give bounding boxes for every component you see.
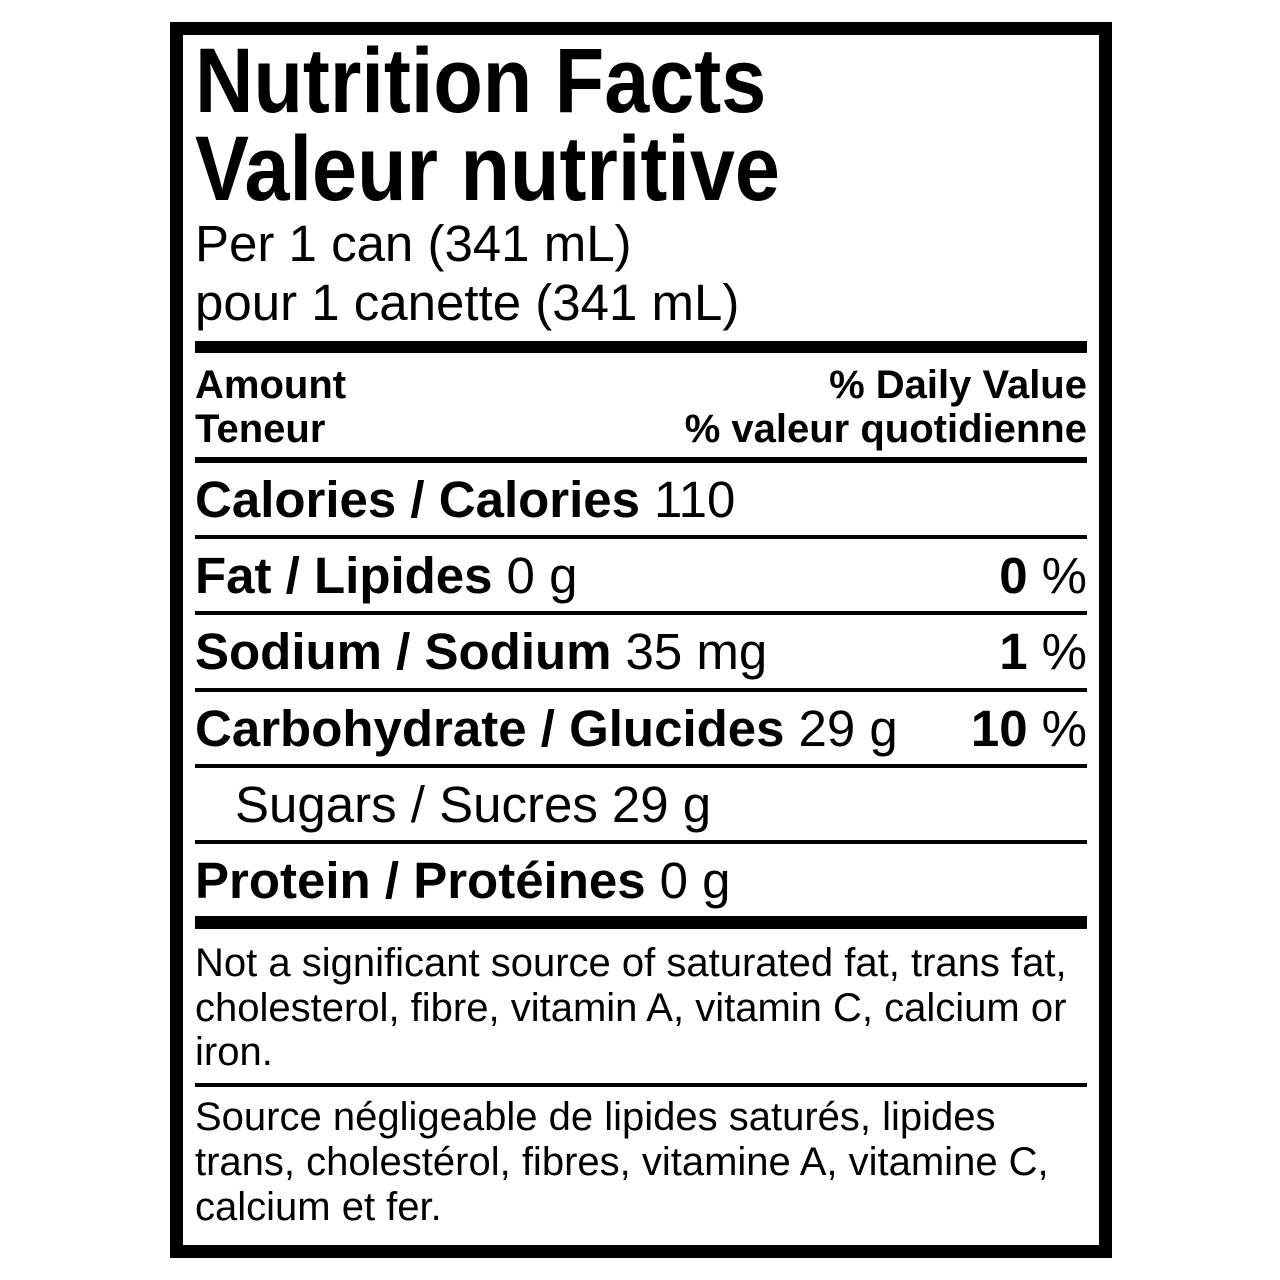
sodium-daily-value: 1%	[999, 624, 1087, 680]
title-english: Nutrition Facts	[195, 35, 1087, 127]
carbohydrate-left: Carbohydrate / Glucides 29 g	[195, 699, 898, 757]
fat-name: Fat / Lipides	[195, 547, 493, 605]
sodium-dv-number: 1	[999, 623, 1028, 681]
carbohydrate-daily-value: 10%	[970, 699, 1087, 757]
calories-name: Calories / Calories	[195, 471, 641, 529]
calories-left: Calories / Calories 110	[195, 472, 735, 528]
protein-left: Protein / Protéines 0 g	[195, 851, 731, 909]
separator-after-sugars	[195, 839, 1087, 844]
thick-separator-bottom	[195, 915, 1087, 929]
title-english-text: Nutrition Facts	[195, 30, 767, 132]
footnote-french: Source négligeable de lipides saturés, l…	[195, 1095, 1049, 1229]
column-header-line-french: Teneur % valeur quotidienne	[195, 407, 1087, 451]
separator-after-fat	[195, 611, 1087, 616]
footnote-english: Not a significant source of saturated fa…	[195, 940, 1067, 1075]
calories-row: Calories / Calories 110	[195, 463, 1087, 535]
sugars-name: Sugars / Sucres	[235, 775, 598, 833]
carbohydrate-name: Carbohydrate / Glucides	[195, 699, 785, 757]
medium-separator-header	[195, 457, 1087, 464]
separator-after-carbohydrate	[195, 763, 1087, 768]
column-header-block: Amount % Daily Value Teneur % valeur quo…	[195, 353, 1087, 457]
sodium-row: Sodium / Sodium 35 mg 1%	[195, 615, 1087, 687]
separator-after-calories	[195, 535, 1087, 540]
fat-dv-number: 0	[999, 547, 1028, 605]
sodium-amount: 35 mg	[625, 623, 768, 681]
fat-left: Fat / Lipides 0 g	[195, 548, 577, 604]
protein-amount: 0 g	[659, 851, 731, 909]
sugars-amount: 29 g	[611, 775, 712, 833]
thick-separator-top	[195, 341, 1087, 354]
carbohydrate-row: Carbohydrate / Glucides 29 g 10%	[195, 692, 1087, 764]
amount-header-french: Teneur	[195, 407, 326, 452]
carbohydrate-amount: 29 g	[798, 699, 898, 757]
daily-value-header-english: % Daily Value	[829, 363, 1087, 408]
fat-percent-sign: %	[1041, 547, 1087, 605]
nutrition-facts-label: Nutrition Facts Valeur nutritive Per 1 c…	[170, 22, 1112, 1258]
sodium-name: Sodium / Sodium	[195, 623, 612, 681]
title-french-text: Valeur nutritive	[195, 118, 780, 220]
carbohydrate-percent-sign: %	[1041, 699, 1087, 757]
carbohydrate-dv-number: 10	[970, 699, 1028, 757]
separator-after-sodium	[195, 687, 1087, 692]
column-header-line-english: Amount % Daily Value	[195, 363, 1087, 407]
fat-daily-value: 0%	[999, 548, 1087, 604]
serving-size-french: pour 1 canette (341 mL)	[195, 273, 740, 331]
sugars-left: Sugars / Sucres 29 g	[235, 775, 712, 833]
fat-row: Fat / Lipides 0 g 0%	[195, 539, 1087, 611]
protein-name: Protein / Protéines	[195, 851, 646, 909]
title-french: Valeur nutritive	[195, 123, 1087, 215]
separator-between-footnotes	[195, 1083, 1087, 1088]
sodium-percent-sign: %	[1041, 623, 1087, 681]
daily-value-header-french: % valeur quotidienne	[684, 407, 1087, 452]
fat-amount: 0 g	[506, 547, 578, 605]
sodium-left: Sodium / Sodium 35 mg	[195, 624, 767, 680]
protein-row: Protein / Protéines 0 g	[195, 844, 1087, 916]
sugars-row: Sugars / Sucres 29 g	[195, 768, 1087, 840]
amount-header-english: Amount	[195, 363, 347, 408]
calories-value: 110	[654, 471, 736, 529]
serving-size-english: Per 1 can (341 mL)	[195, 215, 632, 272]
